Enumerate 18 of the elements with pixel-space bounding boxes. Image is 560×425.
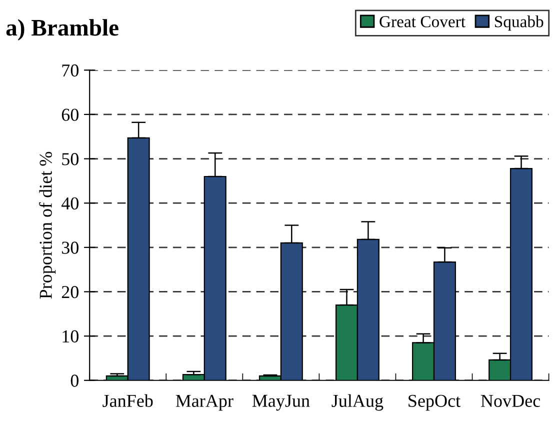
y-tick-label: 60 — [62, 108, 78, 121]
y-tick-label: 10 — [62, 330, 78, 342]
legend-label: Great Covert — [380, 16, 466, 28]
y-axis-title: Proportion of diet % — [39, 152, 56, 299]
x-tick-label: JulAug — [332, 394, 384, 411]
chart-title: a) Bramble — [6, 19, 118, 41]
y-tick-label: 70 — [62, 64, 78, 77]
y-tick-label: 30 — [62, 242, 78, 254]
legend-label: Squabb — [494, 16, 544, 31]
x-tick-label: SepOct — [408, 394, 460, 411]
y-tick-label: 40 — [61, 197, 78, 210]
x-tick-label: MarApr — [176, 394, 234, 411]
y-tick-label: 50 — [62, 153, 78, 166]
x-tick-label: JanFeb — [102, 394, 153, 407]
x-tick-label: MayJun — [252, 394, 310, 411]
x-tick-label: NovDec — [480, 394, 540, 407]
y-tick-label: 20 — [62, 286, 78, 298]
y-tick-label: 0 — [70, 374, 78, 387]
